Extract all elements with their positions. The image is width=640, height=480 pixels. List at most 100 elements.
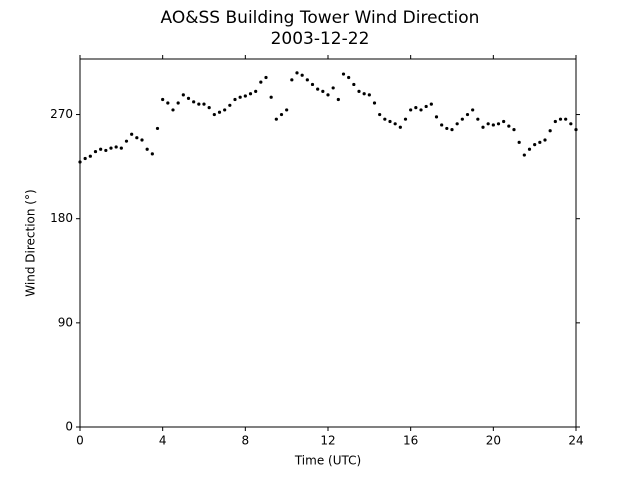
data-point: [409, 108, 413, 112]
data-point: [393, 122, 397, 126]
data-point: [321, 89, 325, 94]
data-point: [440, 123, 444, 127]
data-point: [254, 89, 258, 94]
data-point: [166, 101, 170, 105]
data-point: [378, 112, 382, 117]
data-point: [300, 73, 304, 77]
data-point: [512, 127, 516, 132]
y-tick-label: 90: [58, 315, 73, 329]
data-point: [326, 93, 330, 97]
data-point: [223, 108, 227, 112]
data-point: [527, 147, 532, 151]
data-point: [367, 93, 371, 97]
data-point: [450, 127, 454, 132]
data-point: [186, 96, 191, 100]
data-point: [140, 138, 144, 142]
data-point: [238, 95, 242, 99]
x-tick-label: 24: [568, 434, 583, 448]
data-point: [362, 92, 366, 96]
data-point: [455, 122, 459, 126]
data-point: [259, 80, 263, 84]
data-point: [285, 108, 289, 112]
x-tick-label: 16: [403, 434, 418, 448]
data-point: [192, 100, 196, 104]
x-tick-label: 20: [486, 434, 501, 448]
data-point: [434, 115, 439, 119]
data-point: [445, 126, 449, 131]
data-point: [558, 117, 563, 121]
data-point: [228, 103, 232, 107]
data-point: [357, 89, 361, 94]
data-point: [274, 117, 278, 121]
data-point: [502, 119, 506, 124]
data-point: [331, 86, 335, 90]
data-point: [135, 136, 139, 140]
data-point: [310, 82, 315, 87]
data-point: [486, 122, 490, 126]
data-point: [197, 102, 201, 106]
data-point: [145, 147, 149, 151]
plot-frame: [79, 58, 577, 428]
data-point: [481, 125, 485, 129]
chart-title: AO&SS Building Tower Wind Direction: [161, 8, 480, 28]
data-point: [522, 153, 526, 157]
x-tick-label: 4: [159, 434, 167, 448]
data-point: [104, 148, 108, 153]
data-point: [83, 156, 87, 161]
data-point: [176, 101, 180, 105]
data-point: [316, 87, 320, 91]
data-point: [548, 129, 552, 133]
data-point: [233, 97, 237, 102]
data-point: [419, 108, 423, 112]
data-point: [114, 145, 118, 149]
data-point: [119, 146, 123, 150]
data-point: [290, 78, 294, 82]
data-point: [507, 124, 511, 128]
data-point: [341, 72, 346, 76]
data-point: [574, 127, 578, 132]
data-point: [517, 140, 521, 144]
data-point: [207, 106, 211, 110]
data-point: [279, 112, 284, 117]
data-point: [124, 139, 129, 143]
data-point: [429, 102, 433, 106]
data-point: [202, 102, 206, 106]
data-point: [496, 122, 501, 126]
y-tick-label: 180: [50, 211, 73, 225]
data-point: [414, 106, 418, 110]
data-point: [88, 154, 92, 158]
y-tick-label: 270: [50, 107, 73, 121]
data-point: [130, 132, 134, 136]
data-point: [569, 122, 573, 126]
data-point: [264, 75, 268, 80]
data-point: [372, 101, 377, 105]
data-point: [553, 119, 557, 124]
data-point: [347, 75, 351, 80]
x-axis-label: Time (UTC): [294, 454, 361, 468]
data-point: [78, 160, 82, 164]
data-point: [171, 108, 175, 112]
data-point: [93, 149, 98, 154]
data-point: [471, 108, 475, 112]
data-point: [150, 152, 154, 156]
data-point: [99, 147, 103, 151]
data-point: [460, 117, 464, 121]
data-point: [491, 123, 495, 127]
data-point: [538, 140, 542, 144]
x-tick-label: 12: [320, 434, 335, 448]
data-point: [248, 92, 253, 96]
data-point: [388, 119, 392, 124]
data-point: [155, 126, 160, 131]
data-point: [212, 112, 216, 117]
data-point: [295, 71, 299, 75]
data-point: [533, 143, 537, 147]
data-point: [181, 93, 185, 97]
data-point: [543, 138, 547, 142]
x-tick-label: 8: [242, 434, 250, 448]
y-tick-label: 0: [65, 420, 73, 434]
chart-subtitle: 2003-12-22: [271, 29, 370, 49]
data-point: [398, 125, 402, 129]
data-point: [243, 94, 247, 98]
data-point: [564, 117, 568, 121]
